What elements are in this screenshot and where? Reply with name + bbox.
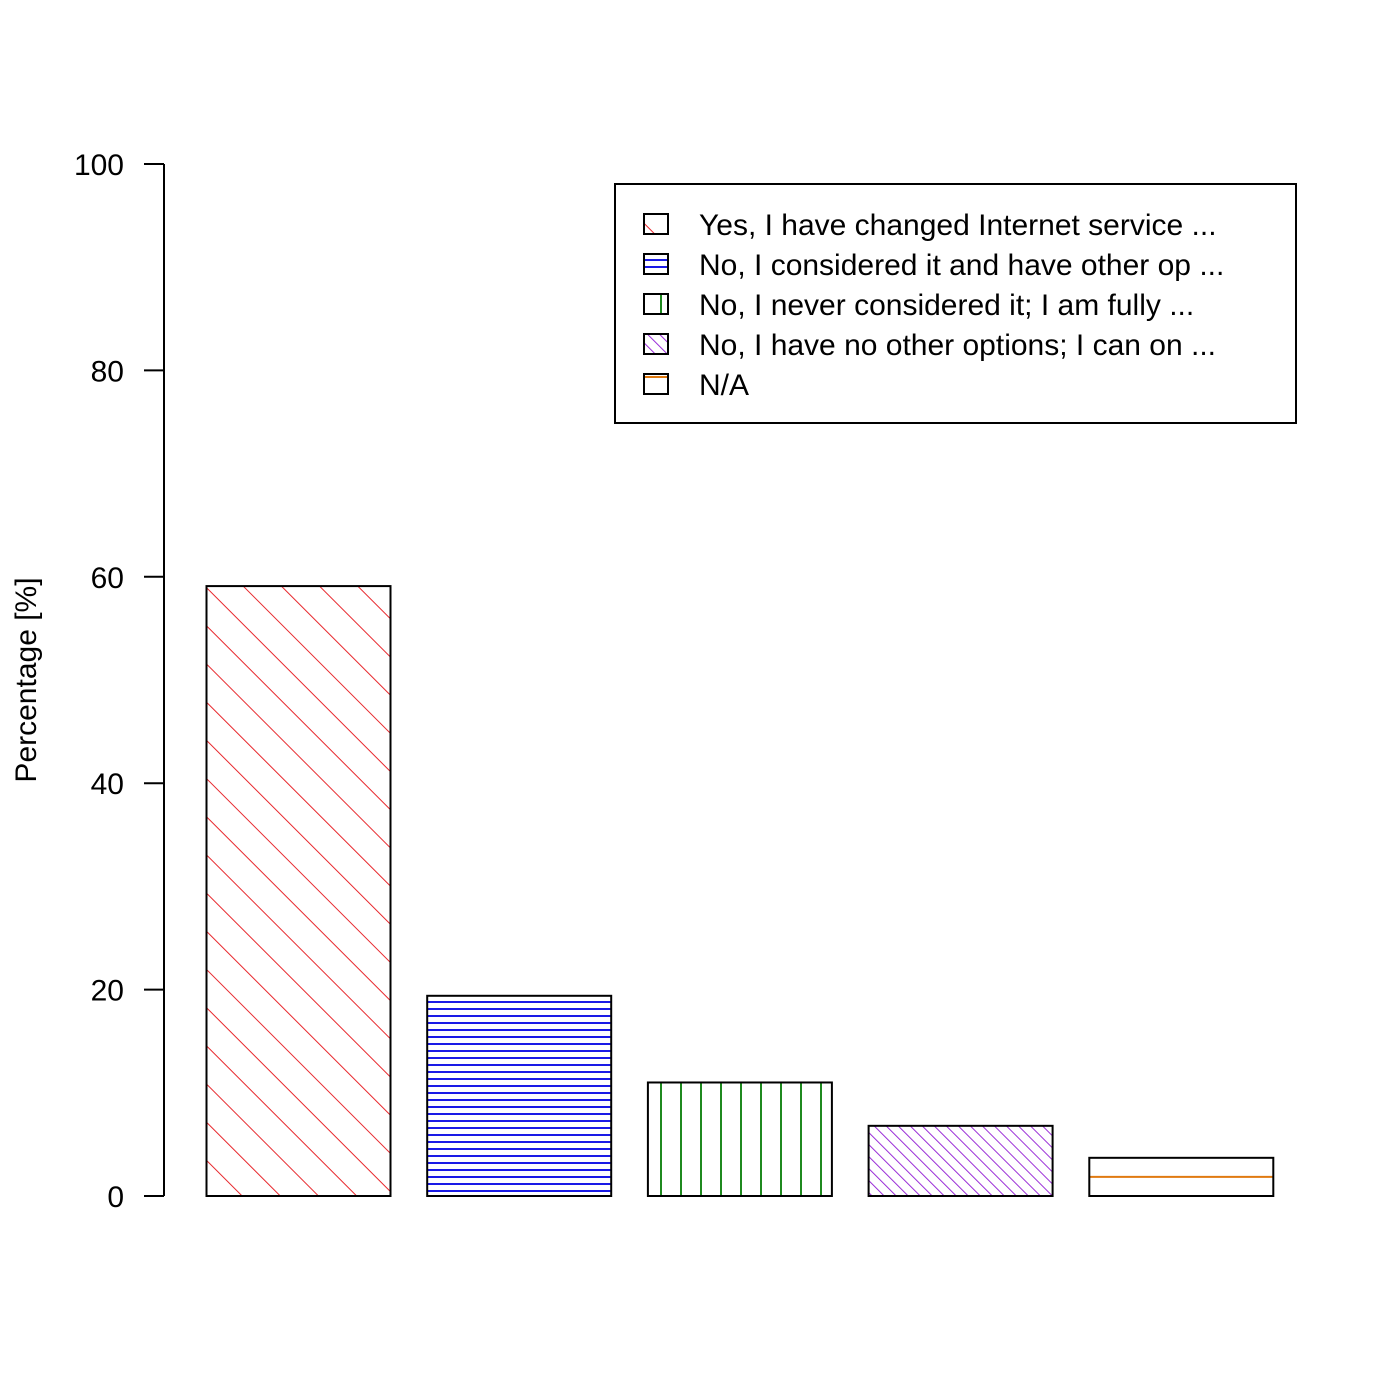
bar-outline [426, 994, 613, 1197]
legend-item-1: Yes, I have changed Internet service ... [643, 209, 1217, 242]
y-tick-label: 0 [107, 1181, 124, 1214]
y-tick-label: 40 [91, 768, 124, 801]
y-axis-title: Percentage [%] [10, 577, 43, 782]
legend-label: No, I never considered it; I am fully ..… [699, 289, 1194, 322]
bar-outline [1088, 1156, 1275, 1198]
legend-label: No, I considered it and have other op ..… [699, 249, 1224, 282]
bar-5 [1088, 1156, 1275, 1198]
legend-swatch [643, 213, 669, 235]
legend: Yes, I have changed Internet service ...… [614, 183, 1297, 424]
bar-outline [205, 585, 392, 1197]
legend-swatch [643, 253, 669, 275]
bar-outline [867, 1124, 1054, 1197]
bars [205, 585, 1275, 1198]
bar-outline [646, 1081, 833, 1197]
legend-label: No, I have no other options; I can on ..… [699, 329, 1216, 362]
y-tick-label: 60 [91, 562, 124, 595]
bar-2 [426, 994, 613, 1197]
legend-box [614, 183, 1297, 424]
legend-item-5: N/A [643, 369, 749, 402]
legend-swatch [643, 293, 669, 315]
bar-3 [646, 1081, 833, 1197]
bar-4 [867, 1124, 1054, 1197]
legend-swatch [643, 373, 669, 395]
legend-item-3: No, I never considered it; I am fully ..… [643, 289, 1194, 322]
y-axis: 0 20 40 60 80 100 [74, 149, 165, 1214]
legend-swatch [643, 333, 669, 355]
legend-item-2: No, I considered it and have other op ..… [643, 249, 1224, 282]
y-tick-label: 20 [91, 975, 124, 1008]
legend-item-4: No, I have no other options; I can on ..… [643, 329, 1216, 362]
legend-label: N/A [699, 369, 749, 402]
y-tick-label: 80 [91, 355, 124, 388]
bar-1 [205, 585, 392, 1197]
legend-label: Yes, I have changed Internet service ... [699, 209, 1217, 242]
y-tick-label: 100 [74, 149, 124, 182]
